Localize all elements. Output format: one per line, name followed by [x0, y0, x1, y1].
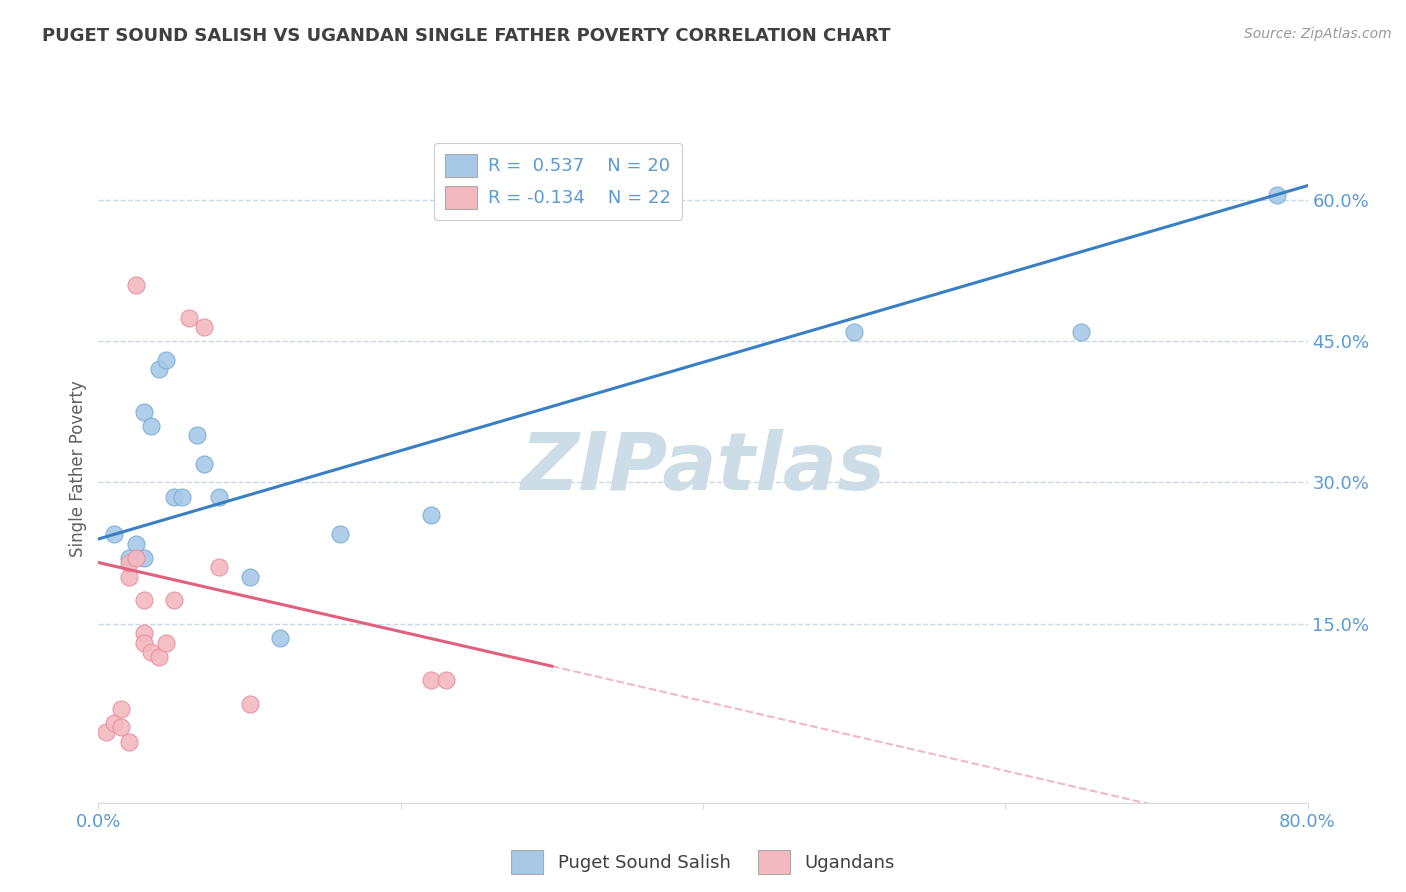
Text: ZIPatlas: ZIPatlas — [520, 429, 886, 508]
Point — [125, 537, 148, 551]
Point — [103, 715, 125, 730]
Point — [118, 550, 141, 565]
Point — [118, 556, 141, 570]
Point — [110, 720, 132, 734]
Point — [239, 697, 262, 711]
Point — [1070, 325, 1092, 339]
Point — [155, 635, 177, 649]
Point — [125, 550, 148, 565]
Point — [110, 701, 132, 715]
Point — [186, 428, 208, 442]
Point — [170, 490, 193, 504]
Point — [208, 490, 231, 504]
Point — [118, 569, 141, 583]
Point — [420, 508, 443, 523]
Point — [208, 560, 231, 574]
Point — [94, 725, 117, 739]
Point — [434, 673, 457, 688]
Point — [132, 635, 155, 649]
Point — [148, 649, 170, 664]
Point — [132, 626, 155, 640]
Point — [132, 593, 155, 607]
Point — [163, 490, 186, 504]
Point — [118, 734, 141, 748]
Point — [132, 550, 155, 565]
Legend: Puget Sound Salish, Ugandans: Puget Sound Salish, Ugandans — [503, 843, 903, 880]
Point — [193, 320, 215, 334]
Point — [148, 362, 170, 376]
Text: Source: ZipAtlas.com: Source: ZipAtlas.com — [1244, 27, 1392, 41]
Point — [141, 418, 163, 433]
Point — [193, 457, 215, 471]
Point — [155, 353, 177, 368]
Point — [103, 527, 125, 541]
Point — [1267, 188, 1289, 202]
Point — [844, 325, 866, 339]
Point — [420, 673, 443, 688]
Point — [329, 527, 352, 541]
Point — [239, 569, 262, 583]
Point — [132, 405, 155, 419]
Y-axis label: Single Father Poverty: Single Father Poverty — [69, 380, 87, 557]
Point — [269, 631, 291, 645]
Text: PUGET SOUND SALISH VS UGANDAN SINGLE FATHER POVERTY CORRELATION CHART: PUGET SOUND SALISH VS UGANDAN SINGLE FAT… — [42, 27, 890, 45]
Point — [179, 310, 201, 325]
Point — [125, 277, 148, 292]
Point — [141, 645, 163, 659]
Point — [163, 593, 186, 607]
